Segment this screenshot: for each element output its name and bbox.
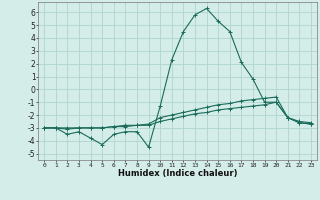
X-axis label: Humidex (Indice chaleur): Humidex (Indice chaleur) [118, 169, 237, 178]
